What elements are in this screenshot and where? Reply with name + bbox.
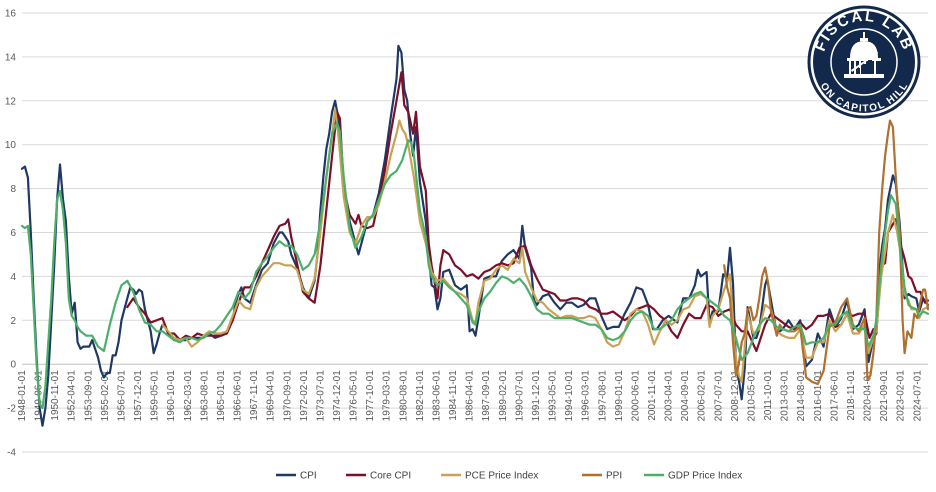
x-tick-label: 2001-11-01: [647, 370, 658, 421]
y-tick-label: 0: [10, 360, 16, 371]
x-tick-label: 1955-02-01: [100, 370, 111, 422]
x-tick-label: 2020-04-01: [863, 370, 874, 422]
x-tick-label: 1957-12-01: [133, 370, 144, 422]
x-tick-label: 1982-01-01: [415, 370, 426, 422]
x-tick-label: 1977-10-01: [365, 370, 376, 422]
x-tick-label: 1962-03-01: [183, 370, 194, 422]
x-tick-label: 1994-10-01: [564, 370, 575, 422]
x-tick-label: 1952-04-01: [67, 370, 78, 422]
x-tick-label: 2007-07-01: [713, 370, 724, 422]
x-tick-label: 1972-02-01: [299, 370, 310, 422]
x-tick-label: 2016-01-01: [813, 370, 824, 422]
x-tick-label: 1989-02-01: [498, 370, 509, 422]
x-tick-label: 1990-07-01: [514, 370, 525, 422]
series-line-cpi: [20, 44, 930, 427]
x-tick-label: 1976-05-01: [349, 370, 360, 422]
x-tick-label: 1969-04-01: [266, 370, 277, 422]
x-tick-label: 2000-06-01: [630, 370, 641, 422]
x-tick-label: 2008-12-01: [730, 370, 741, 422]
x-tick-label: 2023-02-01: [896, 370, 907, 422]
series-line-core-cpi: [126, 71, 930, 353]
x-tick-label: 1997-08-01: [597, 370, 608, 422]
y-axis-tick-labels: -4 -2 0 2 4 6 8 10 12 14 16: [5, 9, 17, 459]
x-tick-label: 1996-03-01: [581, 370, 592, 422]
x-tick-label: 1970-09-01: [282, 370, 293, 422]
series-line-gdp-price-index: [20, 121, 930, 410]
x-tick-label: 1974-12-01: [332, 370, 343, 422]
y-tick-label: -2: [7, 404, 16, 415]
x-tick-label: 2011-10-01: [763, 370, 774, 421]
bar-growth-icon: [851, 52, 878, 74]
y-tick-label: 8: [10, 184, 16, 195]
x-tick-label: 1956-07-01: [116, 370, 127, 422]
y-tick-label: 14: [5, 52, 17, 63]
x-tick-label: 2018-11-01: [846, 370, 857, 421]
legend-label: GDP Price Index: [668, 471, 742, 482]
legend: CPI Core CPI PCE Price Index PPI GDP Price I…: [276, 471, 742, 482]
y-tick-label: 12: [5, 96, 17, 107]
x-tick-label: 2013-03-01: [780, 370, 791, 422]
x-tick-label: 1999-01-01: [614, 370, 625, 422]
x-tick-label: 1984-11-01: [448, 370, 459, 421]
x-tick-label: 2004-09-01: [680, 370, 691, 422]
series-lines: [20, 44, 930, 427]
x-tick-label: 1980-08-01: [398, 370, 409, 422]
y-tick-label: -4: [7, 448, 16, 459]
x-tick-label: 2021-09-01: [879, 370, 890, 422]
x-tick-label: 1953-09-01: [83, 370, 94, 422]
x-tick-label: 1959-05-01: [150, 370, 161, 422]
x-axis-tick-labels: 1948-01-01 1949-06-01 1950-11-01 1952-04-01…: [17, 370, 923, 422]
series-line-ppi: [723, 119, 930, 386]
y-tick-label: 6: [10, 228, 16, 239]
x-tick-label: 1967-11-01: [249, 370, 260, 421]
x-tick-label: 1966-06-01: [233, 370, 244, 422]
y-tick-label: 10: [5, 140, 17, 151]
x-tick-label: 1948-01-01: [17, 370, 28, 422]
x-tick-label: 1979-03-01: [382, 370, 393, 422]
x-tick-label: 1960-10-01: [166, 370, 177, 422]
fiscal-lab-logo: FISCAL LAB ON CAPITOL HILL: [807, 5, 921, 119]
x-tick-label: 1991-12-01: [531, 370, 542, 422]
legend-label: CPI: [300, 471, 317, 482]
x-tick-label: 1986-04-01: [465, 370, 476, 422]
x-tick-label: 1963-08-01: [199, 370, 210, 422]
legend-label: Core CPI: [370, 471, 411, 482]
x-tick-label: 1965-01-01: [216, 370, 227, 422]
x-tick-label: 1987-09-01: [481, 370, 492, 422]
x-tick-label: 2003-04-01: [664, 370, 675, 422]
x-tick-label: 1950-11-01: [50, 370, 61, 421]
x-tick-label: 2006-02-01: [697, 370, 708, 422]
x-tick-label: 1983-06-01: [431, 370, 442, 422]
x-tick-label: 2017-06-01: [829, 370, 840, 422]
logo-inner-ring: [830, 28, 898, 96]
y-tick-label: 4: [10, 272, 16, 283]
x-tick-label: 2024-07-01: [912, 370, 923, 422]
series-line-pce-price-index: [161, 108, 930, 383]
x-tick-label: 1973-07-01: [315, 370, 326, 422]
x-tick-label: 2014-08-01: [796, 370, 807, 422]
legend-label: PCE Price Index: [465, 471, 538, 482]
legend-label: PPI: [606, 471, 622, 482]
y-tick-label: 2: [10, 316, 16, 327]
y-tick-label: 16: [5, 9, 17, 20]
x-tick-label: 2010-05-01: [746, 370, 757, 422]
x-tick-label: 1993-05-01: [548, 370, 559, 422]
